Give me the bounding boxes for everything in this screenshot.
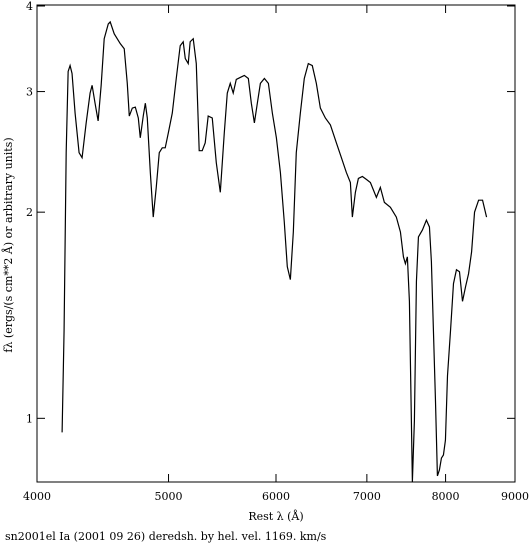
x-axis-label: Rest λ (Å) [248,509,303,523]
y-axis-label: fλ (ergs/(s cm**2 Å) or arbitrary units) [1,137,15,352]
x-tick-label: 7000 [353,490,381,503]
y-tick-label: 1 [26,412,33,425]
x-tick-label: 5000 [155,490,183,503]
caption: sn2001el Ia (2001 09 26) deredsh. by hel… [5,530,327,543]
y-tick-label: 4 [26,0,33,13]
y-tick-label: 3 [26,86,33,99]
x-tick-label: 6000 [262,490,290,503]
spectrum-line [61,20,488,482]
x-tick-label: 9000 [501,490,529,503]
y-tick-label: 2 [26,206,33,219]
x-tick-label: 4000 [23,490,51,503]
plot-frame [36,4,516,483]
x-tick-label: 8000 [432,490,460,503]
